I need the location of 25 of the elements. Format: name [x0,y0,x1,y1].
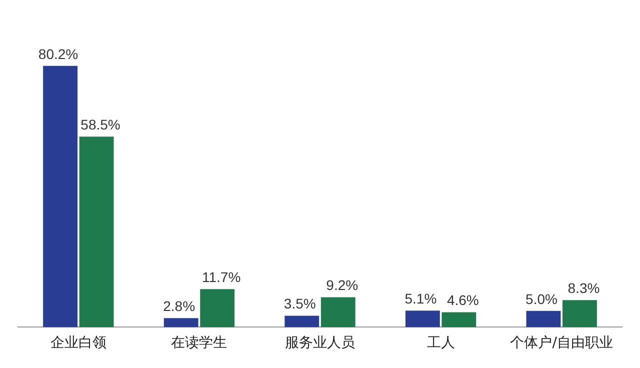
data-label: 58.5% [80,116,120,132]
data-label: 3.5% [284,296,316,312]
bar [320,297,356,328]
bar [442,312,476,328]
data-label: 4.6% [446,292,479,308]
bar [164,318,198,328]
data-label: 5.0% [526,290,558,307]
x-tick-label: 企业白领 [50,335,106,352]
bar [562,300,597,328]
data-label: 80.2% [38,46,78,62]
data-label: 5.1% [404,290,437,306]
x-tick-label: 服务业人员 [285,335,355,352]
bar [526,310,561,328]
bar [200,289,235,328]
bar [43,66,78,328]
x-tick-label: 个体户/自由职业 [510,335,613,352]
bar [405,310,440,328]
data-label: 11.7% [202,268,241,285]
data-label: 8.3% [568,280,600,296]
data-label: 9.2% [326,277,358,294]
x-tick-label: 在读学生 [171,335,228,352]
x-tick-label: 工人 [426,335,455,352]
bar [284,316,320,328]
bar [79,136,114,328]
data-label: 2.8% [163,298,196,314]
